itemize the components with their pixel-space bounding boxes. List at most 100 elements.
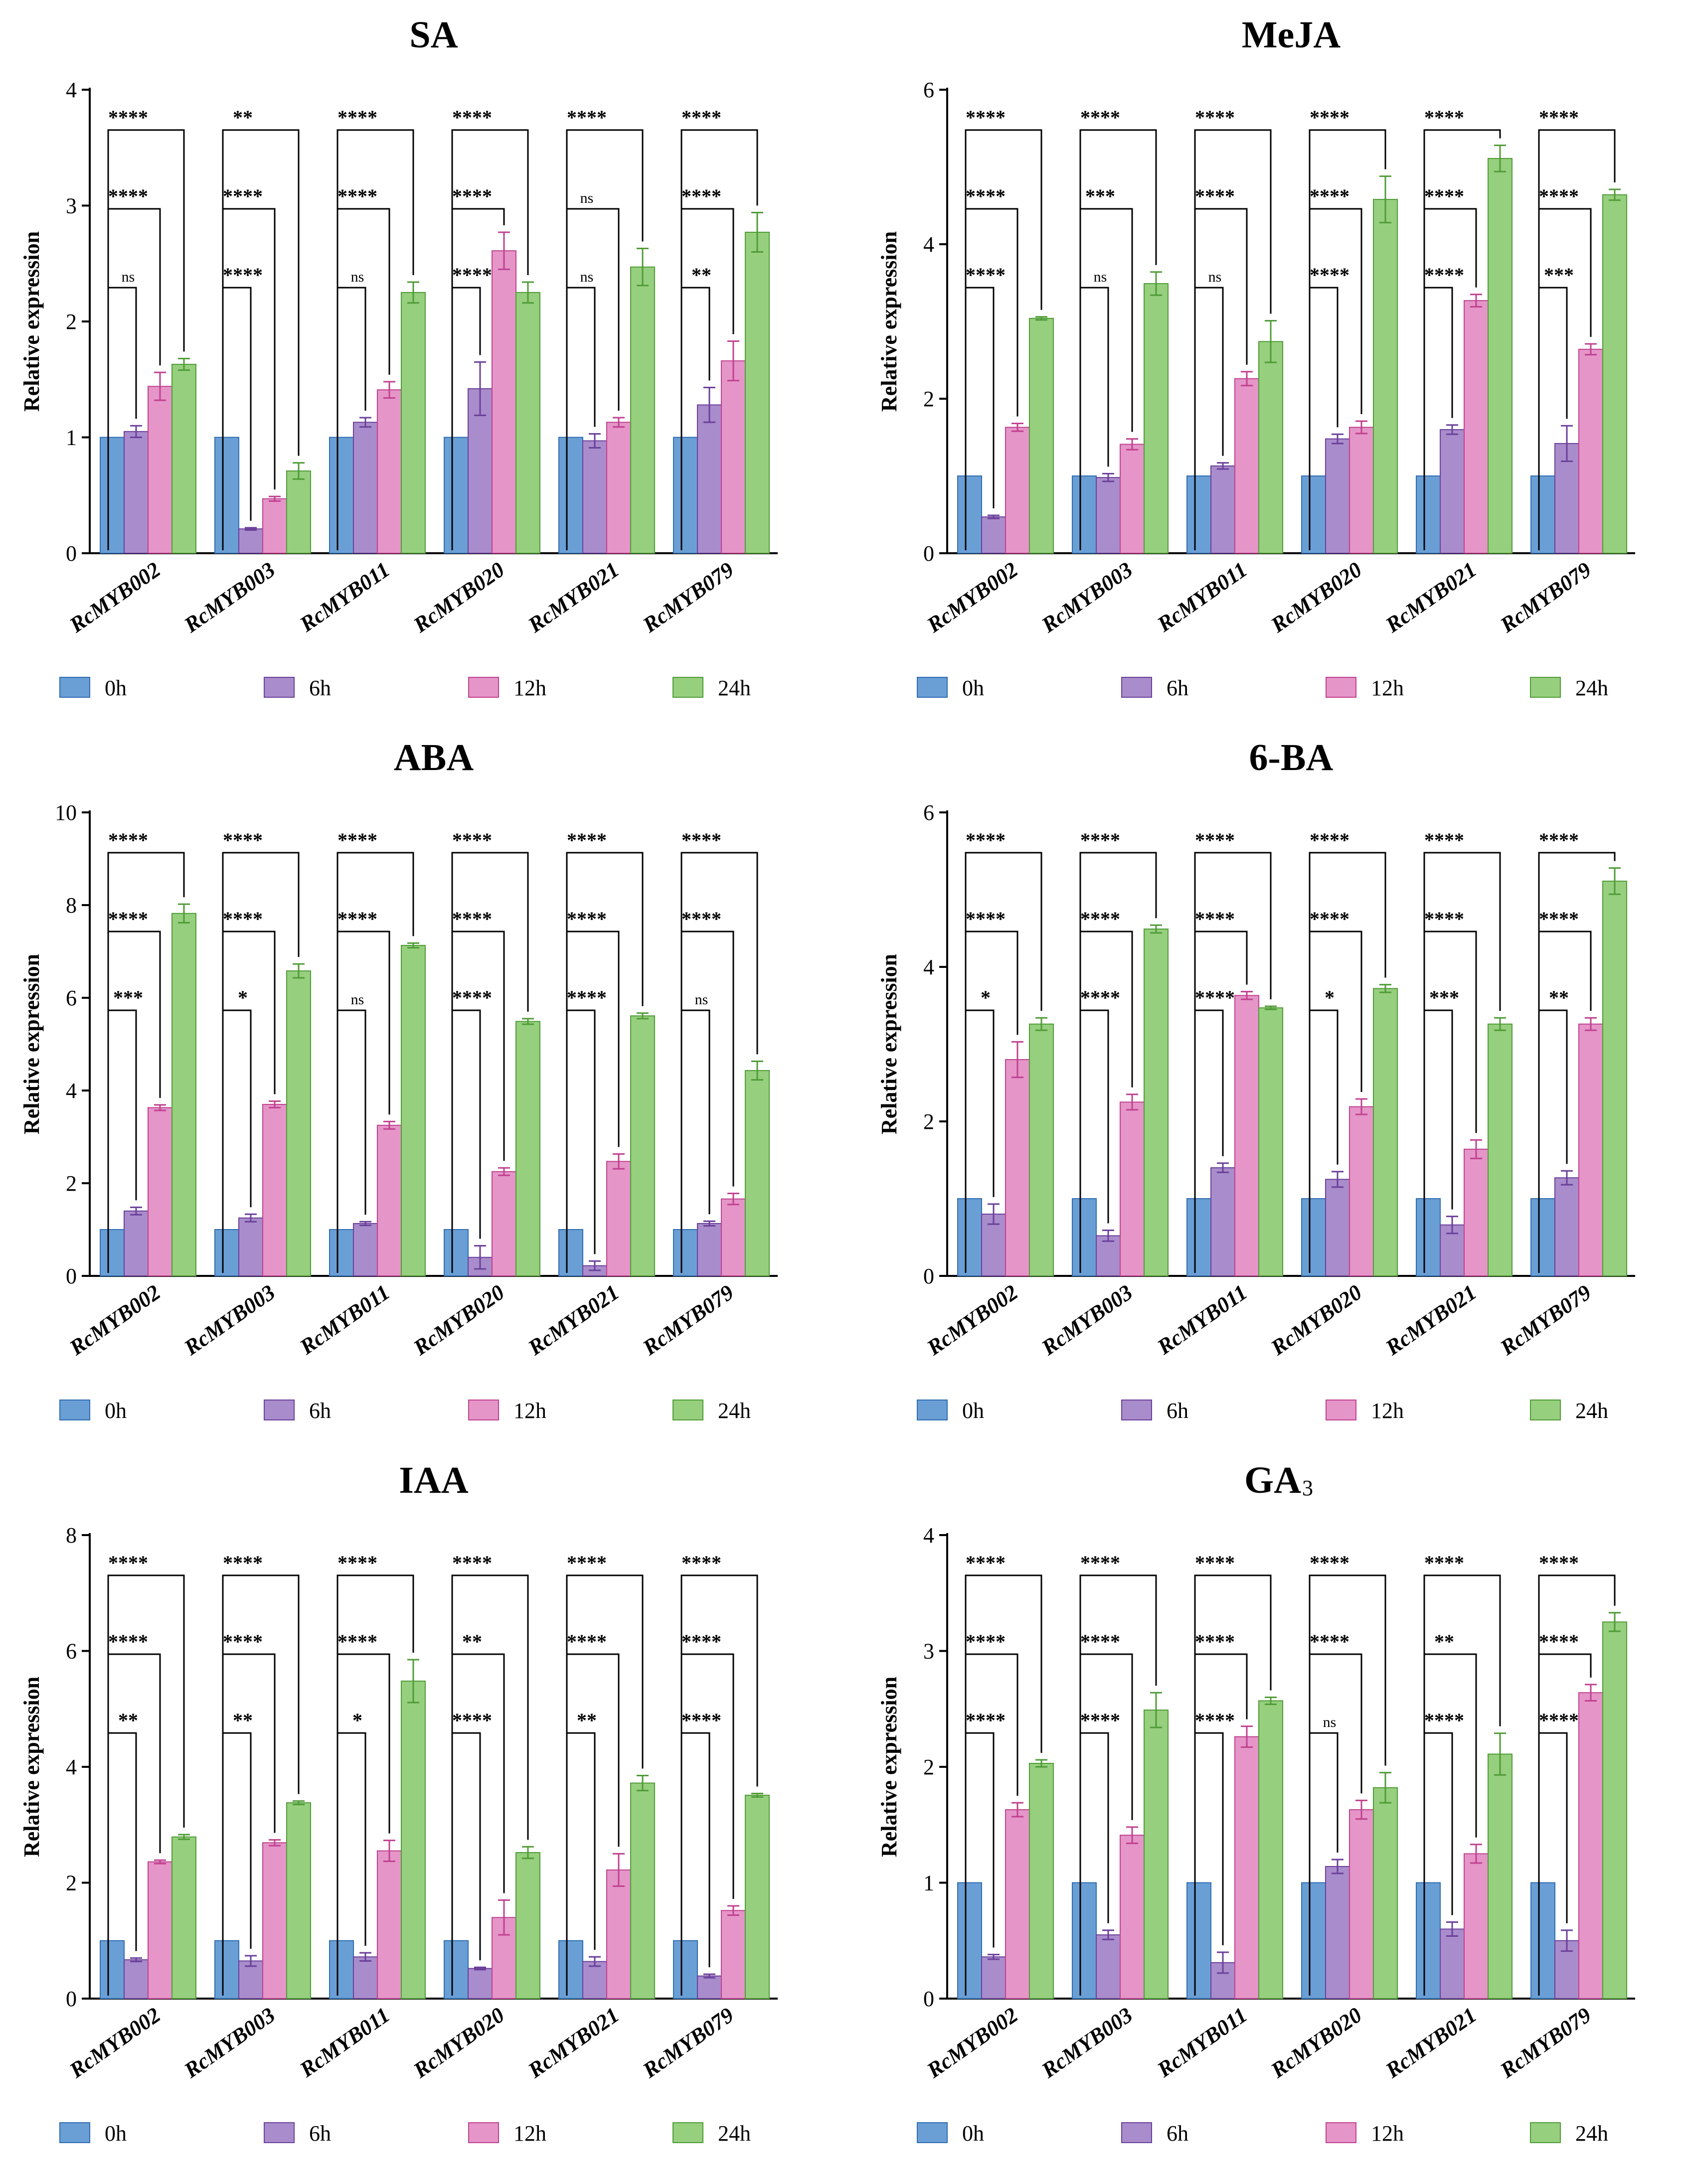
x-tick-label: RcMYB002 — [922, 2003, 1022, 2083]
legend-swatch — [673, 2122, 703, 2143]
bar-0h-rcmyb020 — [1301, 1198, 1326, 1276]
significance-label: ** — [233, 1709, 253, 1731]
x-tick-label: RcMYB020 — [1266, 1280, 1366, 1360]
bar-0h-rcmyb002 — [957, 1882, 982, 1999]
bar-6h-rcmyb011 — [353, 1223, 378, 1276]
y-tick-label: 0 — [923, 1264, 934, 1288]
significance-bracket — [1538, 1574, 1616, 1996]
significance-label: ns — [122, 269, 135, 285]
bar-6h-rcmyb003 — [1096, 477, 1121, 554]
bar-6h-rcmyb011 — [353, 1956, 378, 2000]
bar-0h-rcmyb020 — [444, 1229, 469, 1276]
significance-label: **** — [966, 185, 1006, 207]
significance-bracket — [222, 852, 300, 1273]
chart-title: 6-BA — [1249, 737, 1334, 779]
legend-swatch — [1326, 2122, 1356, 2143]
bar-24h-rcmyb003 — [286, 470, 311, 554]
legend-swatch — [1530, 2122, 1561, 2143]
bar-0h-rcmyb011 — [329, 1229, 354, 1276]
legend-item-6h: 6h — [1121, 1399, 1188, 1423]
legend-label: 6h — [1167, 2121, 1188, 2146]
bar-6h-rcmyb021 — [1440, 1224, 1465, 1277]
significance-label: **** — [108, 1630, 148, 1653]
bar-24h-rcmyb011 — [401, 1680, 426, 1999]
bar-12h-rcmyb021 — [606, 1869, 631, 1999]
bar-12h-rcmyb021 — [1464, 1853, 1489, 1999]
bar-6h-rcmyb011 — [1210, 465, 1235, 554]
y-tick-label: 10 — [55, 800, 77, 825]
bar-24h-rcmyb002 — [1029, 317, 1054, 554]
significance-label: ** — [1549, 986, 1569, 1009]
legend-swatch — [59, 2122, 90, 2143]
significance-label: **** — [567, 908, 607, 930]
significance-label: **** — [223, 829, 263, 851]
legend-label: 0h — [105, 676, 127, 700]
bar-24h-rcmyb011 — [1258, 341, 1283, 554]
legend-swatch — [673, 1400, 703, 1420]
bar-24h-rcmyb020 — [515, 1852, 540, 1999]
bar-6h-rcmyb011 — [353, 422, 378, 554]
legend-swatch — [468, 1400, 499, 1420]
bar-12h-rcmyb002 — [1005, 1809, 1030, 2000]
bar-12h-rcmyb020 — [1349, 1106, 1374, 1276]
legend-item-12h: 12h — [468, 1399, 546, 1423]
bar-24h-rcmyb011 — [401, 292, 426, 554]
legend-swatch — [1326, 677, 1356, 698]
legend-swatch — [1121, 2122, 1152, 2143]
bar-0h-rcmyb079 — [673, 1940, 698, 1999]
bar-12h-rcmyb002 — [148, 1861, 172, 2000]
significance-label: ** — [118, 1709, 138, 1731]
x-tick-label: RcMYB002 — [922, 1280, 1022, 1360]
legend-label: 0h — [962, 1399, 984, 1423]
legend-label: 12h — [1371, 676, 1404, 700]
significance-label: **** — [1080, 1630, 1120, 1653]
significance-bracket — [336, 129, 414, 550]
legend-label: 24h — [718, 2121, 751, 2146]
significance-label: **** — [1195, 1709, 1235, 1731]
significance-label: **** — [567, 1630, 607, 1653]
significance-bracket — [680, 852, 758, 1273]
bar-24h-rcmyb002 — [171, 1836, 196, 1999]
legend-item-0h: 0h — [59, 1399, 127, 1423]
legend-item-24h: 24h — [1530, 2121, 1608, 2146]
significance-bracket — [451, 129, 529, 550]
significance-label: **** — [452, 264, 492, 286]
legend-label: 12h — [1371, 1399, 1404, 1423]
y-tick-label: 0 — [66, 541, 77, 566]
chart-title: SA — [409, 14, 458, 56]
bar-0h-rcmyb020 — [1301, 475, 1326, 554]
legend-swatch — [264, 677, 295, 698]
significance-label: ns — [351, 991, 364, 1008]
chart-title: ABA — [394, 737, 474, 779]
bar-0h-rcmyb020 — [1301, 1882, 1326, 1999]
bar-12h-rcmyb002 — [1005, 1059, 1030, 1276]
bar-12h-rcmyb002 — [1005, 427, 1030, 554]
bar-12h-rcmyb020 — [1349, 1809, 1374, 2000]
bar-24h-rcmyb020 — [515, 1021, 540, 1276]
bar-12h-rcmyb003 — [262, 498, 287, 554]
y-tick-label: 4 — [66, 1079, 77, 1103]
legend-item-6h: 6h — [264, 2121, 331, 2146]
legend-item-24h: 24h — [1530, 676, 1608, 700]
significance-label: **** — [1424, 908, 1464, 930]
x-tick-label: RcMYB011 — [295, 2003, 394, 2082]
significance-label: **** — [1539, 106, 1579, 129]
significance-bracket — [1194, 1574, 1272, 1996]
significance-label: **** — [1195, 106, 1235, 129]
x-tick-label: RcMYB002 — [65, 1280, 165, 1360]
y-tick-label: 4 — [923, 955, 934, 979]
significance-label: **** — [337, 1630, 377, 1653]
legend-item-12h: 12h — [1326, 2121, 1404, 2146]
legend-label: 12h — [513, 2121, 546, 2146]
bar-12h-rcmyb079 — [1578, 1692, 1603, 1999]
bar-6h-rcmyb021 — [582, 440, 607, 554]
bar-12h-rcmyb021 — [606, 1161, 631, 1276]
bar-12h-rcmyb002 — [148, 386, 172, 554]
legend-swatch — [917, 1400, 948, 1420]
bar-0h-rcmyb020 — [444, 437, 469, 554]
significance-label: **** — [1080, 908, 1120, 930]
legend-swatch — [264, 2122, 295, 2143]
x-tick-label: RcMYB021 — [1381, 557, 1481, 637]
bar-0h-rcmyb011 — [329, 1940, 354, 1999]
